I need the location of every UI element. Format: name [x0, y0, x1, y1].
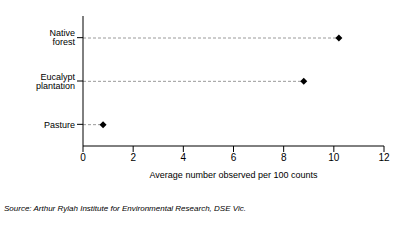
svg-text:8: 8 — [281, 152, 287, 163]
svg-text:Average number observed per 10: Average number observed per 100 counts — [150, 170, 318, 180]
svg-text:Pasture: Pasture — [44, 120, 75, 130]
svg-text:12: 12 — [378, 152, 389, 163]
svg-text:6: 6 — [231, 152, 237, 163]
svg-text:Eucalyptplantation: Eucalyptplantation — [36, 72, 76, 91]
svg-text:4: 4 — [181, 152, 187, 163]
svg-text:10: 10 — [328, 152, 340, 163]
svg-text:Nativeforest: Nativeforest — [49, 28, 75, 47]
svg-text:0: 0 — [80, 152, 86, 163]
svg-text:2: 2 — [130, 152, 136, 163]
html-text:Source: Arthur Rylah Institute: Source: Arthur Rylah Institute for Envir… — [4, 204, 246, 213]
